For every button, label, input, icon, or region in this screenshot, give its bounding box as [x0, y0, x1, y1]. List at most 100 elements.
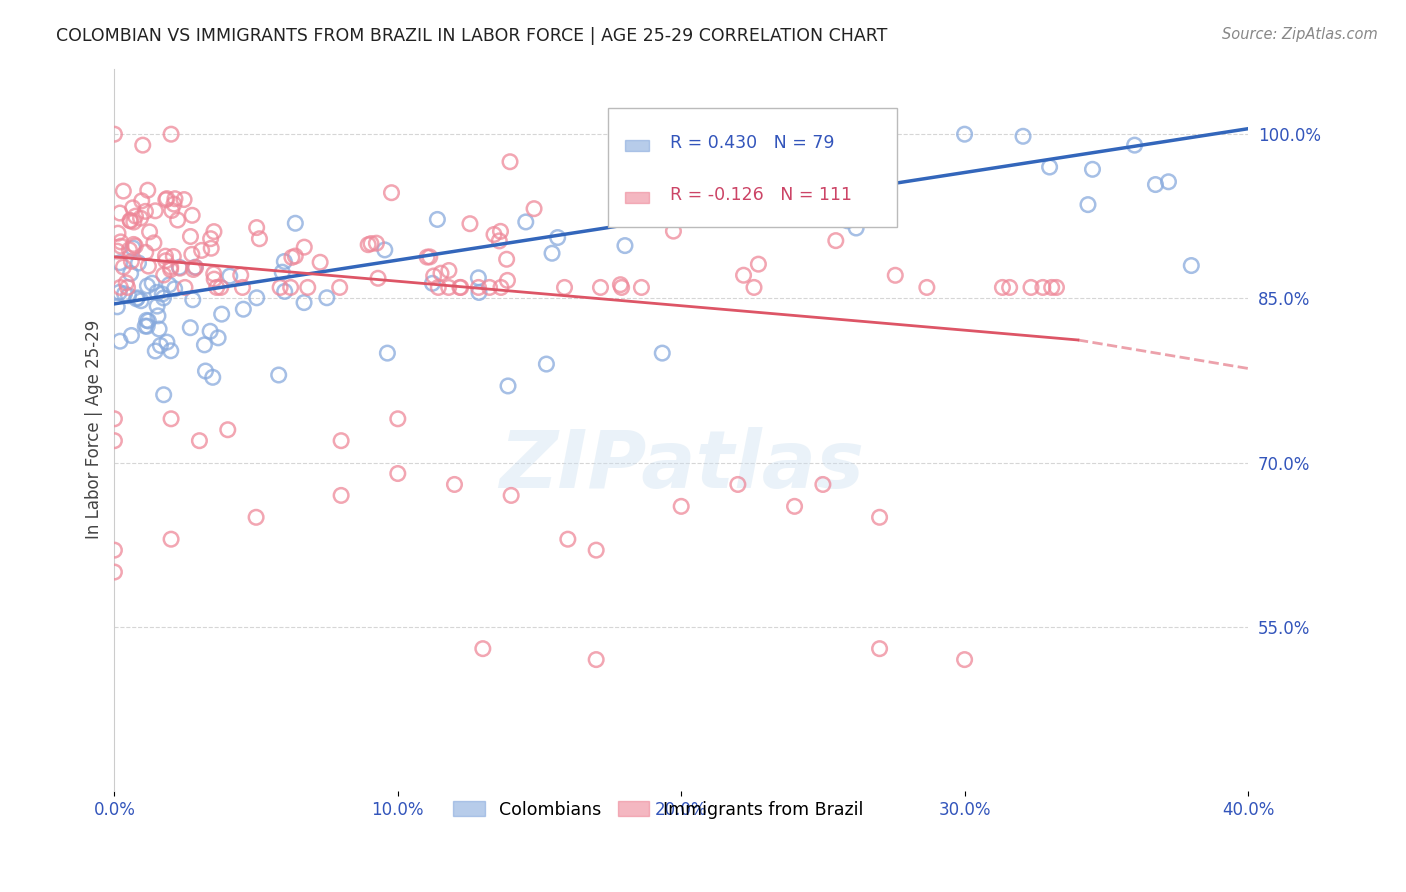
- Point: [1012, 129, 1035, 144]
- Point: [998, 280, 1021, 294]
- Point: [281, 251, 304, 265]
- Point: [292, 295, 315, 310]
- Point: [1045, 280, 1067, 294]
- Point: [118, 243, 141, 257]
- Point: [181, 208, 204, 222]
- Point: [811, 477, 834, 491]
- Point: [142, 235, 165, 250]
- Point: [609, 277, 631, 292]
- Point: [443, 477, 465, 491]
- Point: [207, 331, 229, 345]
- Point: [156, 192, 179, 206]
- Point: [249, 232, 271, 246]
- Point: [211, 307, 233, 321]
- Point: [727, 477, 749, 491]
- Point: [229, 268, 252, 282]
- Point: [830, 141, 852, 155]
- Point: [547, 230, 569, 244]
- Point: [179, 320, 201, 334]
- Point: [114, 286, 136, 301]
- Point: [152, 388, 174, 402]
- Point: [1040, 280, 1063, 294]
- Point: [292, 240, 315, 254]
- Point: [245, 510, 267, 524]
- Point: [515, 215, 537, 229]
- Point: [103, 411, 125, 425]
- Point: [135, 313, 157, 327]
- Point: [107, 226, 129, 240]
- Point: [419, 250, 441, 264]
- Point: [162, 250, 184, 264]
- Point: [953, 127, 976, 141]
- Text: Source: ZipAtlas.com: Source: ZipAtlas.com: [1222, 27, 1378, 42]
- Point: [190, 244, 212, 258]
- Point: [120, 328, 142, 343]
- Point: [953, 652, 976, 666]
- Point: [159, 262, 181, 277]
- Point: [105, 244, 128, 259]
- Point: [143, 343, 166, 358]
- Point: [845, 221, 868, 235]
- Point: [108, 285, 131, 300]
- Point: [496, 379, 519, 393]
- Point: [120, 267, 142, 281]
- Point: [374, 243, 396, 257]
- Point: [169, 261, 191, 276]
- Point: [297, 280, 319, 294]
- Point: [155, 253, 177, 268]
- Point: [730, 120, 752, 135]
- Point: [124, 239, 146, 253]
- Point: [163, 192, 186, 206]
- Point: [824, 234, 846, 248]
- Point: [884, 268, 907, 283]
- Point: [188, 434, 211, 448]
- Point: [201, 370, 224, 384]
- Point: [330, 434, 353, 448]
- Point: [651, 346, 673, 360]
- Point: [246, 220, 269, 235]
- Point: [157, 277, 180, 292]
- Point: [554, 280, 576, 294]
- Point: [160, 411, 183, 425]
- Point: [495, 252, 517, 267]
- Point: [284, 216, 307, 230]
- Point: [202, 267, 225, 281]
- Point: [869, 510, 891, 524]
- Point: [1077, 197, 1099, 211]
- Point: [136, 319, 159, 334]
- Point: [122, 241, 145, 255]
- Point: [1123, 138, 1146, 153]
- Point: [115, 276, 138, 290]
- Point: [135, 245, 157, 260]
- Point: [610, 280, 633, 294]
- Point: [450, 280, 472, 294]
- Point: [138, 314, 160, 328]
- Point: [915, 280, 938, 294]
- Point: [200, 241, 222, 255]
- Point: [159, 260, 181, 274]
- Point: [202, 225, 225, 239]
- Point: [150, 287, 173, 301]
- Point: [991, 280, 1014, 294]
- Point: [269, 280, 291, 294]
- Point: [121, 201, 143, 215]
- Point: [129, 293, 152, 308]
- Point: [430, 266, 453, 280]
- Point: [166, 213, 188, 227]
- Point: [662, 224, 685, 238]
- Point: [1180, 259, 1202, 273]
- Point: [437, 280, 460, 294]
- Point: [523, 202, 546, 216]
- Point: [217, 423, 239, 437]
- Point: [742, 280, 765, 294]
- Point: [128, 256, 150, 270]
- Point: [152, 291, 174, 305]
- Point: [152, 268, 174, 282]
- Point: [124, 209, 146, 223]
- Point: [160, 127, 183, 141]
- Point: [309, 255, 332, 269]
- Point: [246, 291, 269, 305]
- Point: [387, 411, 409, 425]
- Legend: Colombians, Immigrants from Brazil: Colombians, Immigrants from Brazil: [447, 794, 870, 826]
- Point: [110, 280, 132, 294]
